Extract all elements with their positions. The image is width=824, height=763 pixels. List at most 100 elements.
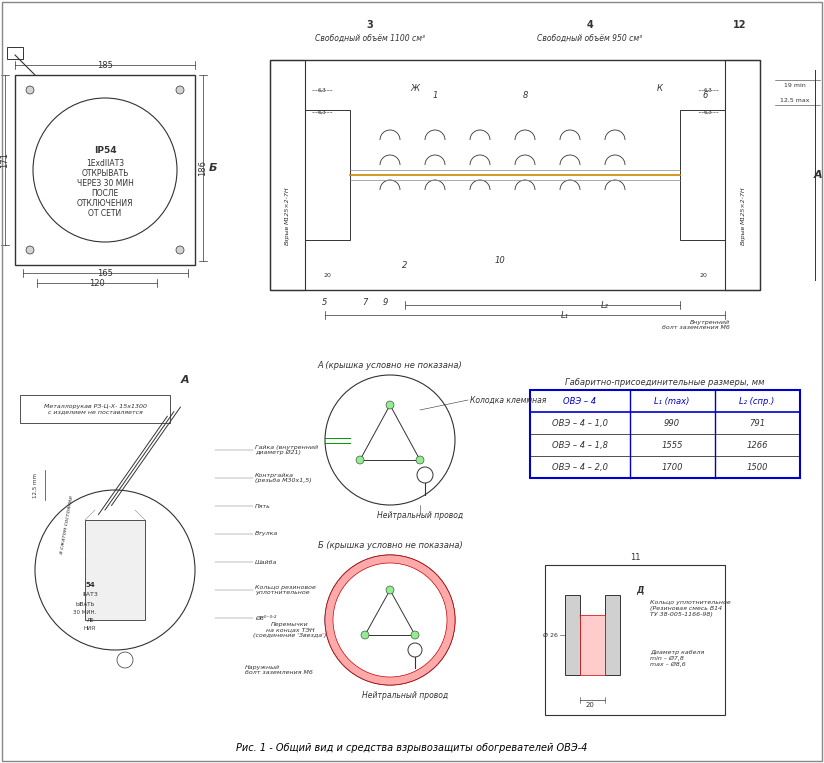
Bar [305,110,350,240]
Text: Кольцо резиновое
уплотнительное: Кольцо резиновое уплотнительное [255,584,316,595]
Circle shape [26,246,34,254]
Text: 1: 1 [433,91,438,99]
Text: Колодка клеммная: Колодка клеммная [470,395,546,404]
Text: 12,5 mm: 12,5 mm [32,472,38,497]
Text: 6: 6 [702,91,708,99]
Text: 19 min: 19 min [784,82,806,88]
Text: L₂: L₂ [601,301,609,310]
Text: Свободный объём 1100 см³: Свободный объём 1100 см³ [315,34,425,43]
Bar [20,395,170,423]
Bar [530,390,800,478]
Text: 3: 3 [367,20,373,30]
Text: 1500: 1500 [747,462,768,472]
Bar [725,60,760,290]
Bar [15,75,195,265]
Text: 791: 791 [749,418,765,427]
Text: 30 МИН.: 30 МИН. [73,610,96,616]
Bar [545,565,725,715]
Bar [605,595,620,675]
Text: 8: 8 [522,91,527,99]
Text: Металлорукав РЗ-Ц-Х- 15х1300
с изделием не поставляется: Металлорукав РЗ-Ц-Х- 15х1300 с изделием … [44,404,147,414]
Text: ЧЕРЕЗ 30 МИН: ЧЕРЕЗ 30 МИН [77,179,133,188]
Text: M125×2-7H: M125×2-7H [741,186,746,224]
Text: 120: 120 [89,278,105,288]
Circle shape [26,86,34,94]
Text: А: А [180,375,190,385]
Text: L₂ (спр.): L₂ (спр.) [739,397,775,405]
Text: 185: 185 [97,60,113,69]
Text: 9: 9 [382,298,387,307]
Circle shape [361,631,369,639]
Bar [85,520,145,620]
Text: 186: 186 [199,160,208,176]
Text: 7: 7 [363,298,368,307]
Text: 990: 990 [664,418,680,427]
Bar [680,110,725,240]
Text: ОТ СЕТИ: ОТ СЕТИ [88,208,122,217]
Bar [270,60,760,290]
Text: L₁: L₁ [561,311,569,320]
Text: ОТКРЫВАТЬ: ОТКРЫВАТЬ [82,169,129,178]
Text: Б: Б [208,163,218,173]
Text: 20: 20 [586,702,594,708]
Text: 2: 2 [402,260,408,269]
Text: 1700: 1700 [661,462,683,472]
Bar [580,615,605,675]
Text: Габаритно-присоединительные размеры, мм: Габаритно-присоединительные размеры, мм [565,378,765,387]
Text: ОТКЛЮЧЕНИЯ: ОТКЛЮЧЕНИЯ [77,198,133,208]
Text: Перемычки
на концах ТЭН
(соединение 'Звезда'): Перемычки на концах ТЭН (соединение 'Зве… [253,622,326,639]
Text: 11: 11 [630,552,640,562]
Text: Внутренний
болт заземления М6: Внутренний болт заземления М6 [662,320,730,330]
Text: К: К [657,83,663,92]
Text: 6,3: 6,3 [317,110,326,114]
Text: Д: Д [636,585,644,594]
Circle shape [416,456,424,464]
Circle shape [411,631,419,639]
Text: 10: 10 [494,256,505,265]
Text: Контргайка
(резьба М30х1,5): Контргайка (резьба М30х1,5) [255,472,311,484]
Bar [270,60,305,290]
Circle shape [176,246,184,254]
Text: Нейтральный провод: Нейтральный провод [377,510,463,520]
Text: M125×2-7H: M125×2-7H [284,186,289,224]
Text: А: А [813,170,822,180]
Circle shape [356,456,364,464]
Bar [7,47,23,59]
Wedge shape [325,555,455,685]
Text: 165: 165 [97,269,113,278]
Text: 5: 5 [322,298,328,307]
Text: Нейтральный провод: Нейтральный провод [362,691,448,700]
Text: 171: 171 [1,152,10,168]
Text: Свободный объём 950 см³: Свободный объём 950 см³ [537,34,643,43]
Text: НИЯ: НИЯ [84,626,96,632]
Text: А (крышка условно не показана): А (крышка условно не показана) [317,360,462,369]
Text: Наружный
болт заземления М6: Наружный болт заземления М6 [245,665,313,675]
Circle shape [386,586,394,594]
Text: Ø8⁰⁻⁰'²: Ø8⁰⁻⁰'² [255,616,276,620]
Text: Взрыв: Взрыв [284,225,289,245]
Text: 6,3: 6,3 [704,88,713,92]
Text: Кольцо уплотнительное
(Резиновая смесь В14
ТУ 38-005-1166-98): Кольцо уплотнительное (Резиновая смесь В… [650,600,731,617]
Text: 6,3: 6,3 [704,110,713,114]
Text: ОВЭ – 4 – 2,0: ОВЭ – 4 – 2,0 [552,462,608,472]
Text: 4: 4 [587,20,593,30]
Text: 54: 54 [85,582,95,588]
Text: Ø 26: Ø 26 [542,633,558,638]
Text: IP54: IP54 [94,146,116,154]
Text: 1266: 1266 [747,440,768,449]
Text: Диаметр кабеля
min – Ø7,8
max – Ø8,6: Диаметр кабеля min – Ø7,8 max – Ø8,6 [650,650,705,667]
Text: ЛЕ: ЛЕ [87,619,94,623]
Text: Б (крышка условно не показана): Б (крышка условно не показана) [317,540,462,549]
Bar [565,595,580,675]
Text: L₁ (max): L₁ (max) [654,397,690,405]
Circle shape [386,401,394,409]
Text: Шайба: Шайба [255,559,278,565]
Text: Пять: Пять [255,504,271,508]
Text: 12: 12 [733,20,747,30]
Text: Ж: Ж [410,83,419,92]
Text: IIАТ3: IIАТ3 [82,593,98,597]
Text: 6,3: 6,3 [317,88,326,92]
Text: ОВЭ – 4 – 1,8: ОВЭ – 4 – 1,8 [552,440,608,449]
Text: Рис. 1 - Общий вид и средства взрывозащиты обогревателей ОВЭ-4: Рис. 1 - Общий вид и средства взрывозащи… [236,743,588,753]
Text: Взрыв: Взрыв [741,225,746,245]
